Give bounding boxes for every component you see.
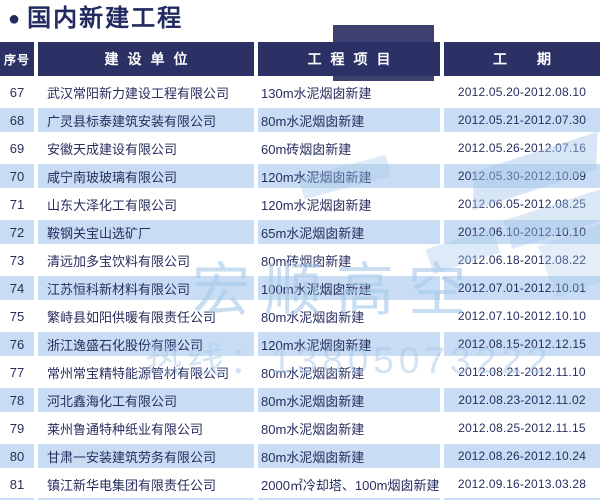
row-project: 120m水泥烟囱新建 <box>258 164 440 188</box>
row-no: 79 <box>9 420 25 436</box>
row-period: 2012.08.26-2012.10.24 <box>444 444 600 468</box>
row-no: 67 <box>9 84 25 100</box>
row-period: 2012.05.20-2012.08.10 <box>457 85 587 99</box>
row-no: 76 <box>0 332 34 356</box>
row-project: 80m水泥烟囱新建 <box>258 108 440 132</box>
row-project: 130m水泥烟囱新建 <box>261 85 372 101</box>
row-company: 咸宁南玻玻璃有限公司 <box>38 164 254 188</box>
row-company: 清远加多宝饮料有限公司 <box>47 253 191 269</box>
row-no: 72 <box>0 220 34 244</box>
row-period: 2012.06.18-2012.08.22 <box>457 253 587 267</box>
row-no: 81 <box>9 476 25 492</box>
row-company: 繁峙县如阳供暖有限责任公司 <box>47 309 217 325</box>
row-period: 2012.06.10-2012.10.10 <box>444 220 600 244</box>
row-company: 莱州鲁通特种纸业有限公司 <box>47 421 204 437</box>
row-period: 2012.05.30-2012.10.09 <box>444 164 600 188</box>
row-period: 2012.07.01-2012.10.01 <box>444 276 600 300</box>
row-no: 73 <box>9 252 25 268</box>
row-project: 2000㎡冷却塔、100m烟囱新建 <box>261 477 440 493</box>
table-row: 74 江苏恒科新材料有限公司 100m水泥烟囱新建 2012.07.01-2012.1… <box>0 274 600 302</box>
table-header-row: 序号 建设单位 工程项目 工期 <box>0 42 600 76</box>
row-period: 2012.06.05-2012.08.25 <box>457 197 587 211</box>
table-row: 75 繁峙县如阳供暖有限责任公司 80m水泥烟囱新建 2012.07.10-2012.… <box>0 302 600 330</box>
row-no: 69 <box>9 140 25 156</box>
row-period: 2012.08.21-2012.11.10 <box>458 365 586 379</box>
row-no: 71 <box>9 196 25 212</box>
row-company: 常州常宝精特能源管材有限公司 <box>47 365 230 381</box>
page-title: 国内新建工程 <box>27 5 184 32</box>
row-no: 70 <box>0 164 34 188</box>
row-period: 2012.08.25-2012.11.15 <box>458 421 586 435</box>
row-no: 74 <box>0 276 34 300</box>
next-row-sliver <box>0 498 600 500</box>
header-project: 工程项目 <box>258 42 440 76</box>
table-row: 69 安徽天成建设有限公司 60m砖烟囱新建 2012.05.26-2012.07.1… <box>0 134 600 162</box>
table-row: 68 广灵县标泰建筑安装有限公司 80m水泥烟囱新建 2012.05.21-2012.… <box>0 106 600 134</box>
row-company: 甘肃一安装建筑劳务有限公司 <box>38 444 254 468</box>
row-project: 80m水泥烟囱新建 <box>261 365 365 381</box>
table-row: 78 河北鑫海化工有限公司 80m水泥烟囱新建 2012.08.23-2012.11.… <box>0 386 600 414</box>
row-no: 75 <box>9 308 25 324</box>
row-company: 江苏恒科新材料有限公司 <box>38 276 254 300</box>
page-title-bar: ● 国内新建工程 <box>8 5 183 34</box>
row-company: 武汉常阳新力建设工程有限公司 <box>47 85 230 101</box>
row-company: 镇江新华电集团有限责任公司 <box>47 477 217 493</box>
row-project: 65m水泥烟囱新建 <box>258 220 440 244</box>
row-period: 2012.05.21-2012.07.30 <box>444 108 600 132</box>
row-company: 安徽天成建设有限公司 <box>47 141 178 157</box>
row-period: 2012.07.10-2012.10.10 <box>457 309 587 323</box>
header-index: 序号 <box>0 42 34 76</box>
row-company: 河北鑫海化工有限公司 <box>38 388 254 412</box>
row-period: 2012.09.16-2013.03.28 <box>457 477 587 491</box>
table-row: 72 鞍钢关宝山选矿厂 65m水泥烟囱新建 2012.06.10-2012.10.10 <box>0 218 600 246</box>
row-project: 80m水泥烟囱新建 <box>261 309 365 325</box>
table-row: 79 莱州鲁通特种纸业有限公司 80m水泥烟囱新建 2012.08.25-2012.1… <box>0 414 600 442</box>
row-project: 80m水泥烟囱新建 <box>258 388 440 412</box>
table-row: 81 镇江新华电集团有限责任公司 2000㎡冷却塔、100m烟囱新建 2012.09.… <box>0 470 600 498</box>
row-project: 120m水泥烟囱新建 <box>258 332 440 356</box>
row-company: 广灵县标泰建筑安装有限公司 <box>38 108 254 132</box>
row-no: 77 <box>9 364 25 380</box>
row-project: 60m砖烟囱新建 <box>261 141 352 157</box>
row-no: 68 <box>0 108 34 132</box>
row-project: 80m水泥烟囱新建 <box>258 444 440 468</box>
row-period: 2012.05.26-2012.07.16 <box>457 141 587 155</box>
row-period: 2012.08.15-2012.12.15 <box>444 332 600 356</box>
table-row: 73 清远加多宝饮料有限公司 80m砖烟囱新建 2012.06.18-2012.08.… <box>0 246 600 274</box>
row-project: 80m砖烟囱新建 <box>261 253 352 269</box>
table-row: 76 浙江逸盛石化股份有限公司 120m水泥烟囱新建 2012.08.15-2012.… <box>0 330 600 358</box>
table-row: 77 常州常宝精特能源管材有限公司 80m水泥烟囱新建 2012.08.21-2012… <box>0 358 600 386</box>
table-row: 71 山东大泽化工有限公司 120m水泥烟囱新建 2012.06.05-2012.08… <box>0 190 600 218</box>
header-period: 工期 <box>444 42 600 76</box>
row-company: 鞍钢关宝山选矿厂 <box>38 220 254 244</box>
table-row: 67 武汉常阳新力建设工程有限公司 130m水泥烟囱新建 2012.05.20-201… <box>0 78 600 106</box>
table-row: 80 甘肃一安装建筑劳务有限公司 80m水泥烟囱新建 2012.08.26-2012.… <box>0 442 600 470</box>
row-period: 2012.08.23-2012.11.02 <box>444 388 600 412</box>
table-row: 70 咸宁南玻玻璃有限公司 120m水泥烟囱新建 2012.05.30-2012.10… <box>0 162 600 190</box>
table-body: 67 武汉常阳新力建设工程有限公司 130m水泥烟囱新建 2012.05.20-201… <box>0 78 600 498</box>
row-project: 80m水泥烟囱新建 <box>261 421 365 437</box>
header-company: 建设单位 <box>38 42 254 76</box>
row-project: 100m水泥烟囱新建 <box>258 276 440 300</box>
row-company: 山东大泽化工有限公司 <box>47 197 178 213</box>
row-no: 78 <box>0 388 34 412</box>
row-no: 80 <box>0 444 34 468</box>
row-project: 120m水泥烟囱新建 <box>261 197 372 213</box>
row-company: 浙江逸盛石化股份有限公司 <box>38 332 254 356</box>
bullet-icon: ● <box>8 8 21 31</box>
